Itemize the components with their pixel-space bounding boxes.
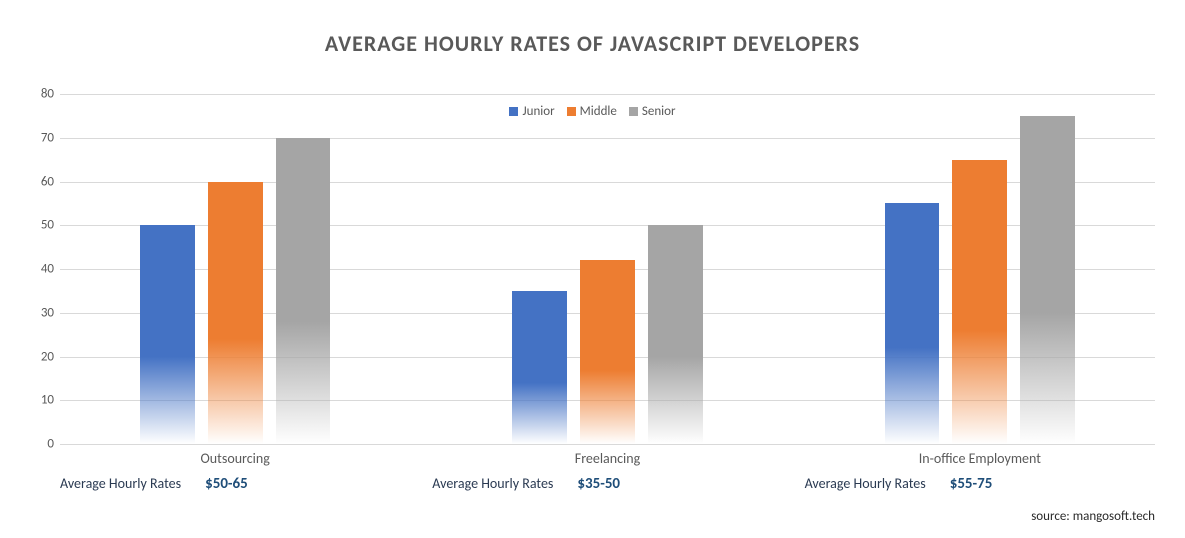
x-category-label: Freelancing — [443, 450, 772, 467]
y-tick-label: 80 — [24, 87, 54, 102]
chart-title: AVERAGE HOURLY RATES OF JAVASCRIPT DEVEL… — [0, 30, 1185, 57]
sub-label-group: Average Hourly Rates $35-50 — [432, 475, 782, 493]
chart-container: AVERAGE HOURLY RATES OF JAVASCRIPT DEVEL… — [0, 0, 1185, 538]
y-tick-label: 0 — [24, 437, 54, 452]
sub-label-group: Average Hourly Rates $50-65 — [60, 475, 410, 493]
sub-label-text: Average Hourly Rates — [60, 475, 181, 492]
bar-outsourcing-senior — [276, 138, 331, 444]
y-tick-label: 70 — [24, 130, 54, 145]
source-text: source: mangosoft.tech — [1031, 509, 1155, 524]
bar-outsourcing-junior — [140, 225, 195, 444]
x-category-label: Outsourcing — [71, 450, 400, 467]
sub-label-value: $35-50 — [577, 475, 620, 493]
bar-in-office-employment-middle — [952, 160, 1007, 444]
y-tick-label: 60 — [24, 174, 54, 189]
bar-in-office-employment-junior — [885, 203, 940, 444]
plot-area: 01020304050607080 — [60, 94, 1155, 444]
bar-freelancing-junior — [512, 291, 567, 444]
bar-in-office-employment-senior — [1020, 116, 1075, 444]
sub-label-text: Average Hourly Rates — [432, 475, 553, 492]
y-tick-label: 40 — [24, 262, 54, 277]
bars-layer — [60, 94, 1155, 444]
y-tick-label: 50 — [24, 218, 54, 233]
y-tick-label: 20 — [24, 349, 54, 364]
y-tick-label: 10 — [24, 393, 54, 408]
bar-freelancing-senior — [648, 225, 703, 444]
gridline — [60, 444, 1155, 445]
sub-label-text: Average Hourly Rates — [805, 475, 926, 492]
x-category-label: In-office Employment — [816, 450, 1145, 467]
bar-freelancing-middle — [580, 260, 635, 444]
sub-label-group: Average Hourly Rates $55-75 — [805, 475, 1155, 493]
bar-outsourcing-middle — [208, 182, 263, 445]
sub-label-value: $50-65 — [205, 475, 248, 493]
y-tick-label: 30 — [24, 305, 54, 320]
sub-label-value: $55-75 — [950, 475, 993, 493]
